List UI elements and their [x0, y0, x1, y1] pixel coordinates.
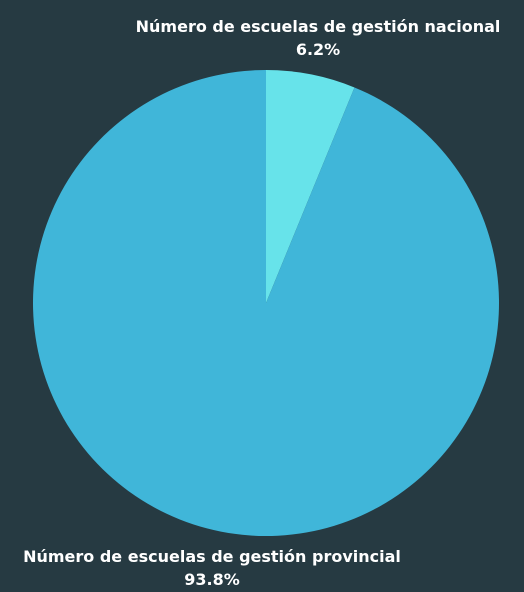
- slice-label-provincial-value: 93.8%: [184, 570, 240, 589]
- slice-label-nacional-value: 6.2%: [296, 40, 340, 59]
- pie-slice-provincial: [32, 70, 499, 536]
- slice-label-provincial-name: Número de escuelas de gestión provincial: [23, 547, 401, 566]
- slice-label-nacional-name: Número de escuelas de gestión nacional: [136, 17, 501, 36]
- pie-slice-nacional: [266, 70, 355, 303]
- labels-layer: Número de escuelas de gestión nacional 6…: [23, 17, 500, 589]
- slices-layer: [32, 70, 499, 536]
